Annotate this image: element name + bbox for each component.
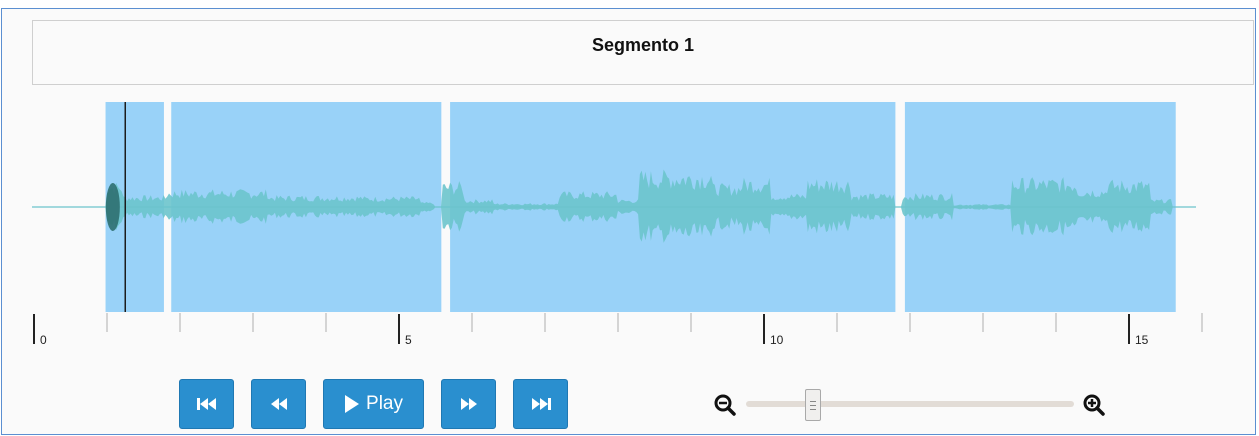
tick-label-10: 10: [770, 333, 784, 347]
skip-to-end-button[interactable]: [513, 379, 568, 429]
tick-label-15: 15: [1135, 333, 1149, 347]
tick-label-0: 0: [40, 333, 47, 347]
skip-to-end-icon: [531, 398, 551, 410]
segment-title: Segmento 1: [591, 35, 695, 55]
rewind-button[interactable]: [251, 379, 306, 429]
zoom-slider-handle[interactable]: [805, 389, 822, 421]
play-button-label: Play: [366, 393, 403, 414]
waveform-played: [105, 183, 120, 231]
skip-to-start-button[interactable]: [179, 379, 234, 429]
waveform: [103, 169, 1175, 243]
tick-label-5: 5: [405, 333, 412, 347]
fast-forward-icon: [460, 398, 477, 410]
zoom-slider-track[interactable]: [746, 401, 1074, 407]
rewind-icon: [270, 398, 287, 410]
fast-forward-button[interactable]: [441, 379, 496, 429]
zoom-in-icon[interactable]: [1082, 393, 1108, 417]
play-button[interactable]: Play: [323, 379, 424, 429]
zoom-out-icon[interactable]: [713, 393, 739, 417]
segment-title-box: Segmento 1: [32, 20, 1254, 85]
skip-to-start-icon: [196, 398, 216, 410]
play-icon: [345, 395, 360, 413]
waveform-view[interactable]: 0 5 10 15: [0, 0, 1259, 370]
